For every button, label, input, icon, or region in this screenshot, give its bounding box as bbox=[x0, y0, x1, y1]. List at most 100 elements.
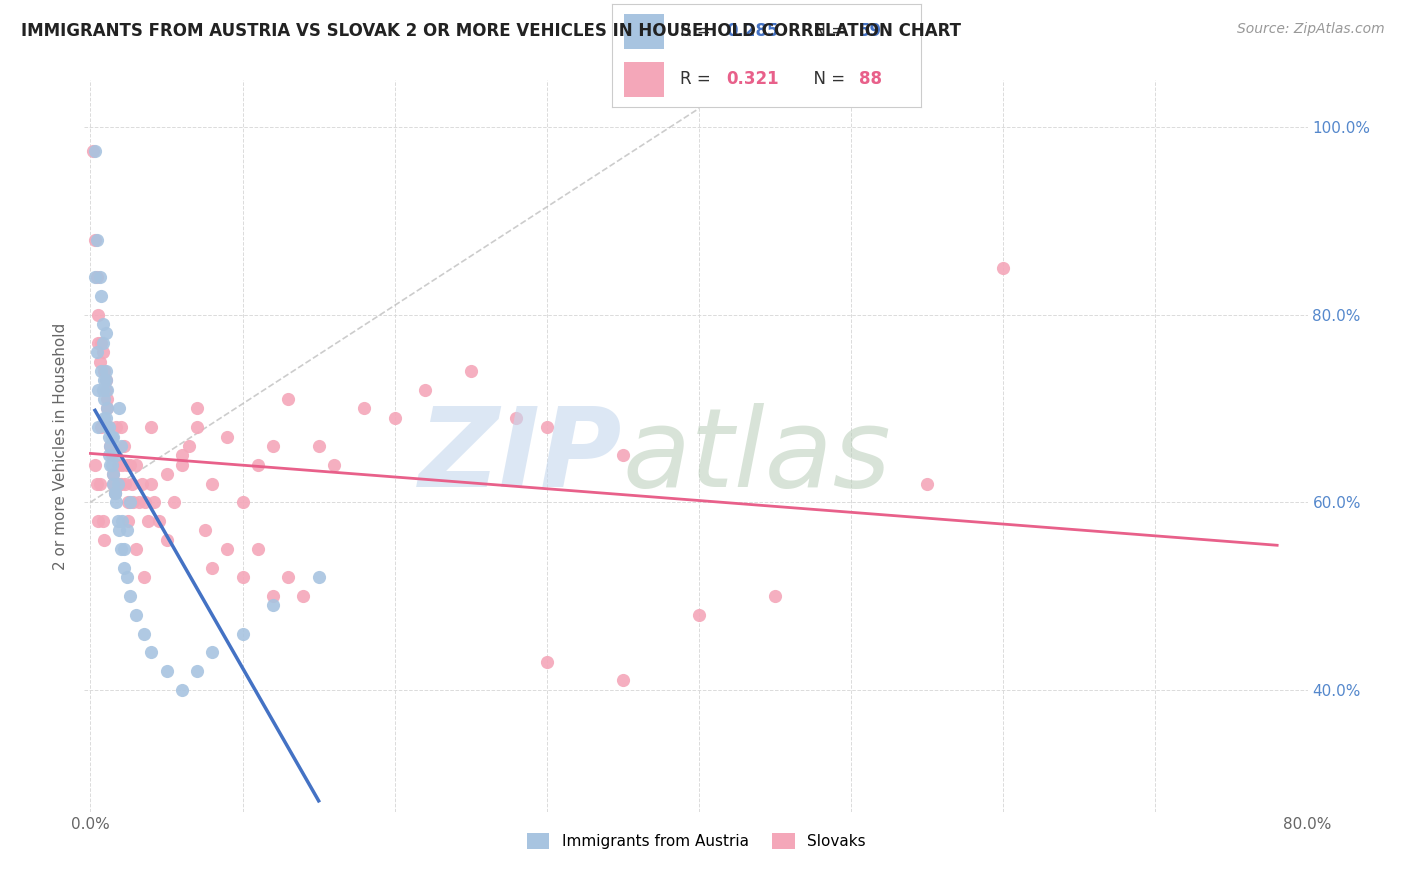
Point bbox=[115, 524, 138, 538]
Text: 59: 59 bbox=[859, 22, 882, 40]
Point bbox=[108, 524, 131, 538]
Point bbox=[103, 467, 125, 482]
Point bbox=[93, 533, 115, 547]
Point bbox=[122, 495, 145, 509]
Point bbox=[125, 607, 148, 622]
Point bbox=[763, 589, 786, 603]
Text: ZIP: ZIP bbox=[419, 403, 623, 510]
Point bbox=[384, 410, 406, 425]
Point bbox=[94, 364, 117, 378]
Point bbox=[100, 429, 122, 443]
Point bbox=[612, 449, 634, 463]
Point bbox=[86, 233, 108, 247]
Point bbox=[98, 439, 121, 453]
Point bbox=[111, 458, 134, 472]
Point bbox=[132, 570, 155, 584]
Point bbox=[93, 410, 115, 425]
Point bbox=[292, 589, 315, 603]
Point bbox=[96, 401, 118, 416]
Text: R =: R = bbox=[679, 70, 716, 88]
Point bbox=[170, 449, 193, 463]
Point bbox=[915, 476, 938, 491]
Point bbox=[115, 570, 138, 584]
Point bbox=[262, 589, 284, 603]
Point bbox=[246, 458, 269, 472]
Point bbox=[143, 495, 166, 509]
Point bbox=[141, 420, 163, 434]
Legend: Immigrants from Austria, Slovaks: Immigrants from Austria, Slovaks bbox=[520, 827, 872, 855]
Point bbox=[97, 420, 120, 434]
Point bbox=[90, 420, 112, 434]
Point bbox=[155, 467, 177, 482]
Point bbox=[232, 570, 254, 584]
Point bbox=[87, 514, 110, 528]
Text: IMMIGRANTS FROM AUSTRIA VS SLOVAK 2 OR MORE VEHICLES IN HOUSEHOLD CORRELATION CH: IMMIGRANTS FROM AUSTRIA VS SLOVAK 2 OR M… bbox=[21, 22, 962, 40]
Point bbox=[86, 345, 108, 359]
Point bbox=[170, 682, 193, 697]
Point bbox=[155, 533, 177, 547]
Point bbox=[246, 542, 269, 557]
Point bbox=[100, 458, 122, 472]
Point bbox=[132, 626, 155, 640]
Point bbox=[89, 354, 111, 368]
Point bbox=[107, 458, 129, 472]
Point bbox=[186, 401, 208, 416]
Point bbox=[104, 486, 127, 500]
Point bbox=[103, 476, 125, 491]
Point bbox=[89, 270, 111, 285]
Point bbox=[84, 144, 107, 158]
Text: 88: 88 bbox=[859, 70, 882, 88]
Point bbox=[688, 607, 710, 622]
Point bbox=[993, 260, 1015, 275]
Text: N =: N = bbox=[803, 22, 851, 40]
Point bbox=[155, 664, 177, 678]
Point bbox=[262, 439, 284, 453]
Point bbox=[105, 449, 128, 463]
Point bbox=[97, 429, 120, 443]
Point bbox=[186, 664, 208, 678]
Point bbox=[93, 373, 115, 387]
Point bbox=[134, 495, 156, 509]
Point bbox=[112, 439, 135, 453]
Point bbox=[98, 439, 121, 453]
Point bbox=[353, 401, 375, 416]
Point bbox=[163, 495, 186, 509]
Y-axis label: 2 or more Vehicles in Household: 2 or more Vehicles in Household bbox=[53, 322, 69, 570]
Point bbox=[107, 514, 129, 528]
Point bbox=[90, 364, 112, 378]
Point bbox=[201, 645, 224, 659]
Point bbox=[201, 476, 224, 491]
Point bbox=[96, 392, 118, 406]
Point bbox=[117, 495, 139, 509]
Point bbox=[108, 476, 131, 491]
Point bbox=[117, 514, 139, 528]
Point bbox=[87, 383, 110, 397]
Text: R =: R = bbox=[679, 22, 716, 40]
Point bbox=[110, 420, 132, 434]
Point bbox=[82, 144, 104, 158]
Point bbox=[136, 514, 159, 528]
Point bbox=[277, 570, 299, 584]
Point bbox=[232, 495, 254, 509]
Point bbox=[118, 495, 141, 509]
Point bbox=[110, 439, 132, 453]
Point bbox=[104, 486, 127, 500]
Point bbox=[108, 401, 131, 416]
Point bbox=[128, 495, 150, 509]
Point bbox=[308, 439, 330, 453]
Point bbox=[91, 514, 114, 528]
Point bbox=[97, 449, 120, 463]
Point bbox=[121, 476, 143, 491]
Point bbox=[217, 542, 239, 557]
Point bbox=[148, 514, 170, 528]
Point bbox=[94, 383, 117, 397]
Point bbox=[89, 476, 111, 491]
FancyBboxPatch shape bbox=[624, 62, 664, 96]
Point bbox=[105, 495, 128, 509]
Point bbox=[262, 599, 284, 613]
Point bbox=[131, 476, 153, 491]
Point bbox=[193, 524, 215, 538]
Point bbox=[170, 458, 193, 472]
Text: 0.321: 0.321 bbox=[725, 70, 779, 88]
Point bbox=[110, 542, 132, 557]
